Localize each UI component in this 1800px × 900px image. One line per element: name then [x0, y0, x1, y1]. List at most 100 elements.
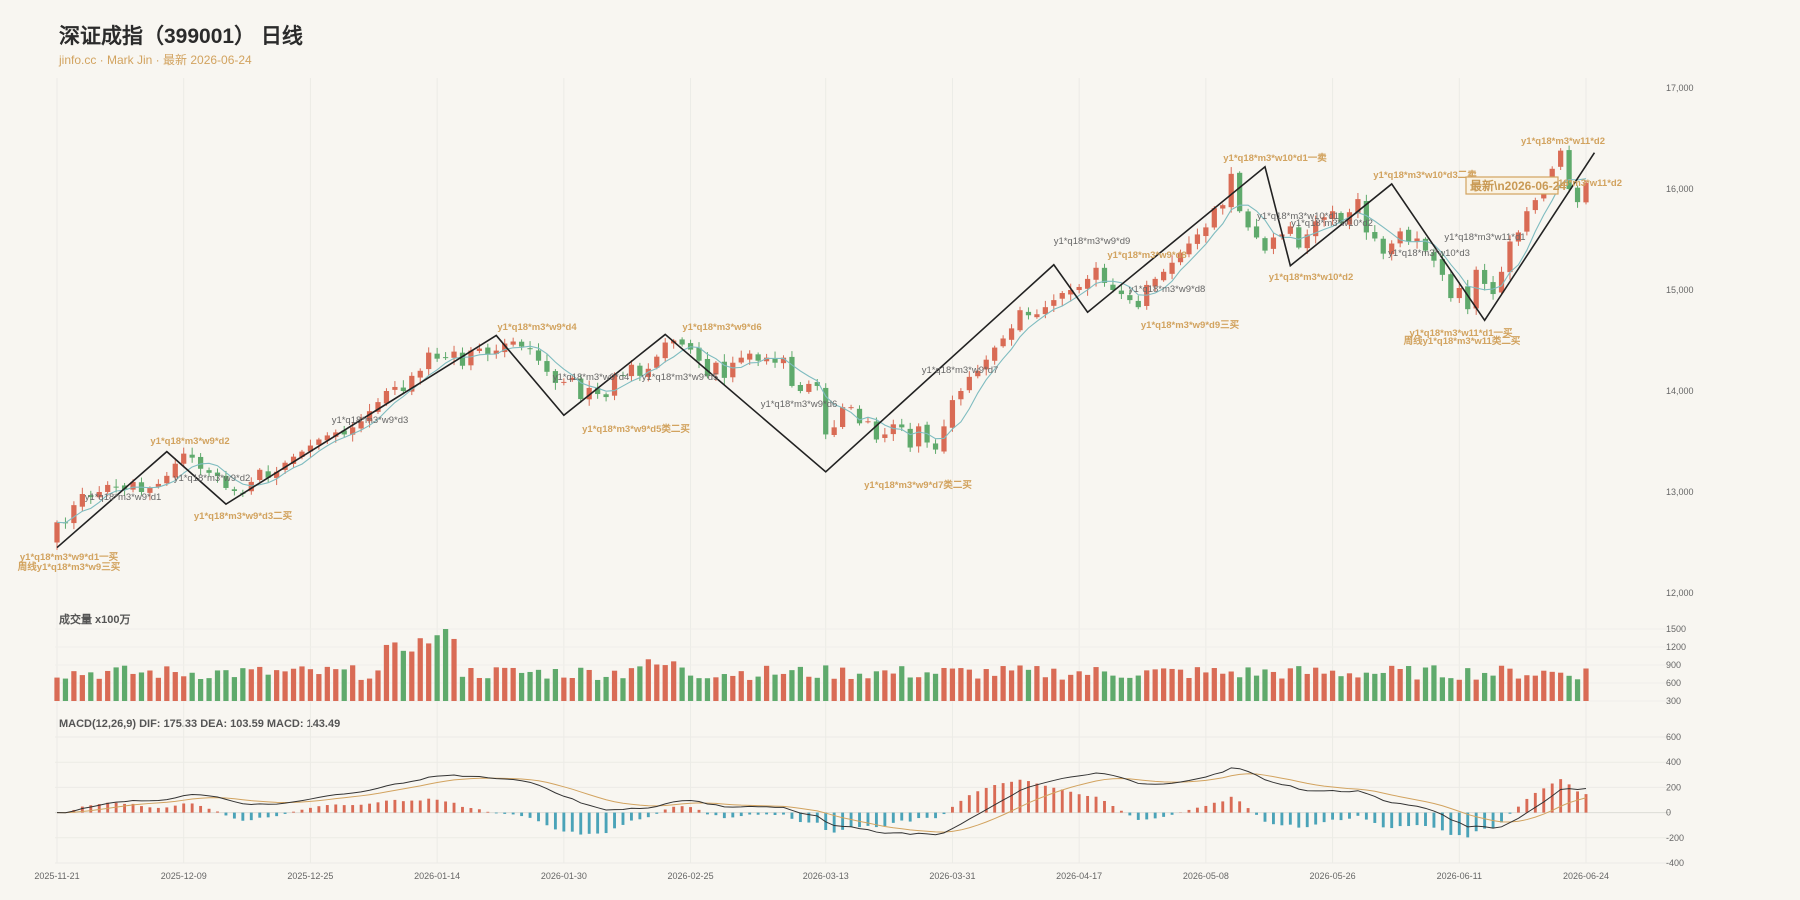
volume-bar: [105, 670, 111, 701]
volume-bar: [442, 629, 449, 701]
price-tick-label: 17,000: [1666, 83, 1694, 93]
volume-bar: [189, 672, 195, 701]
volume-bar: [941, 667, 947, 701]
volume-bar: [358, 679, 364, 701]
candle: [1473, 269, 1479, 309]
volume-bar: [1161, 668, 1167, 701]
volume-bar: [975, 678, 981, 701]
candle: [1000, 338, 1006, 347]
volume-bar: [518, 672, 525, 701]
candle: [747, 353, 753, 360]
volume-bar: [704, 678, 711, 701]
candle: [1482, 269, 1488, 284]
volume-bar: [696, 678, 702, 701]
candle: [1051, 300, 1057, 306]
candle: [713, 362, 719, 375]
volume-bar: [459, 676, 466, 701]
candle: [552, 371, 559, 383]
date-tick-label: 2026-05-26: [1310, 871, 1356, 881]
volume-bar: [290, 668, 297, 701]
annotation-label: y1*q18*m3*w9*d3: [332, 415, 409, 426]
candle: [1220, 205, 1226, 209]
macd-tick-label: -200: [1666, 833, 1684, 843]
candle: [856, 408, 863, 424]
volume-bar: [468, 668, 474, 701]
date-tick-label: 2025-11-21: [34, 871, 79, 881]
candles: [54, 145, 1589, 550]
volume-bar: [1380, 672, 1386, 701]
volume-bar: [1220, 673, 1226, 701]
candle: [932, 443, 939, 450]
volume-bar: [366, 678, 373, 701]
annotation-label: y1*q18*m3*w9*d1一买: [20, 552, 119, 563]
volume-bar: [1414, 679, 1420, 701]
candle: [358, 421, 364, 429]
volume-bar: [983, 669, 989, 701]
volume-bar: [1566, 675, 1572, 701]
volume-bar: [1101, 671, 1108, 701]
candle: [848, 407, 854, 409]
candle: [1321, 217, 1327, 220]
price-tick-label: 14,000: [1666, 386, 1694, 396]
candle: [316, 439, 322, 445]
volume-bar: [383, 644, 390, 701]
volume-bar: [1177, 669, 1184, 701]
candle: [1363, 201, 1369, 233]
candle: [1017, 310, 1023, 331]
candle: [1228, 173, 1234, 208]
volume-bar: [1541, 670, 1547, 701]
candle: [578, 378, 584, 400]
candle: [975, 370, 981, 377]
volume-bar: [1194, 667, 1201, 701]
volume-bar: [333, 669, 339, 701]
volume-bar: [426, 643, 432, 701]
candle: [1313, 221, 1319, 237]
candle: [1574, 187, 1581, 203]
volume-bar: [1549, 671, 1555, 701]
candle: [1405, 229, 1412, 242]
candle: [1338, 212, 1344, 224]
volume-bar: [341, 669, 347, 701]
volume-bar: [1008, 670, 1015, 701]
candle: [1110, 284, 1116, 290]
volume-bar: [806, 676, 812, 701]
candle: [763, 357, 770, 362]
macd-panel-label: MACD(12,26,9) DIF: 175.33 DEA: 103.59 MA…: [59, 718, 341, 730]
date-tick-label: 2026-06-11: [1437, 871, 1482, 881]
volume-bar: [485, 678, 491, 701]
annotation-label: y1*q18*m3*w9*d3二买: [194, 511, 293, 522]
volume-bar: [1000, 666, 1006, 701]
candle: [71, 505, 77, 524]
candle: [1414, 238, 1420, 242]
volume-bar: [400, 650, 406, 701]
volume-bar: [164, 666, 170, 701]
volume-bar: [789, 670, 795, 701]
volume-bar: [856, 673, 863, 701]
candle: [823, 387, 829, 435]
candle: [772, 358, 778, 363]
volume-bar: [1389, 665, 1395, 701]
volume-bar: [1245, 667, 1251, 701]
volume-bar: [172, 672, 178, 701]
volume-bar: [231, 677, 238, 701]
candle: [755, 354, 761, 361]
volume-bar: [1152, 669, 1158, 701]
candle: [1253, 226, 1260, 238]
candle: [417, 370, 423, 378]
volume-bar: [738, 671, 744, 701]
volume-bar: [823, 665, 829, 701]
volume-bar: [747, 679, 753, 701]
candle: [704, 358, 711, 376]
candle: [155, 483, 161, 487]
volume-bar: [1270, 671, 1277, 701]
candle: [814, 382, 820, 386]
annotation-label: y1*q18*m3*w11*d2: [1521, 136, 1605, 147]
dea-line: [56, 773, 1587, 833]
volume-bar: [966, 669, 972, 701]
candle: [1498, 271, 1505, 293]
candle: [248, 481, 254, 492]
candle: [366, 411, 373, 422]
volume-bar: [730, 675, 736, 701]
candle: [1448, 274, 1454, 299]
candle: [231, 489, 238, 491]
